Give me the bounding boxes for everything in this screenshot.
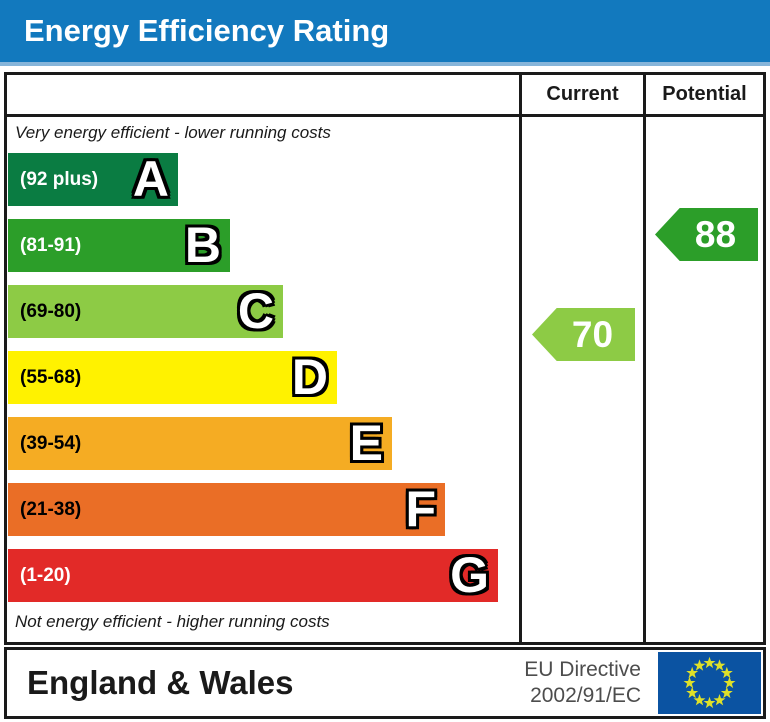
header-divider (7, 114, 763, 117)
current-rating-arrow: 70 (532, 308, 635, 361)
column-divider-current (519, 75, 522, 642)
band-c-letter: C (237, 283, 274, 339)
band-d: (55-68) D (8, 351, 337, 404)
band-e-range-label: (39-54) (20, 433, 82, 454)
page-title: Energy Efficiency Rating (24, 13, 390, 48)
region-label: England & Wales (27, 664, 294, 701)
band-a-letter: A (132, 151, 169, 207)
band-b-letter: B (184, 217, 221, 273)
eu-flag-star (720, 666, 733, 679)
current-column-header: Current (546, 83, 619, 105)
eu-flag-star (703, 696, 716, 709)
bottom-caption: Not energy efficient - higher running co… (15, 612, 330, 631)
top-caption: Very energy efficient - lower running co… (15, 123, 331, 142)
band-a: (92 plus) A (8, 153, 178, 206)
band-b: (81-91) B (8, 219, 230, 272)
eu-flag-star (693, 694, 706, 706)
band-f: (21-38) F (8, 483, 445, 536)
band-e-letter: E (349, 415, 383, 471)
eu-flag-star (693, 659, 706, 671)
eu-directive-line1: EU Directive (524, 658, 641, 681)
column-divider-potential (643, 75, 646, 642)
band-d-letter: D (291, 349, 328, 405)
eu-flag-star (686, 666, 699, 679)
eu-flag-icon (658, 652, 761, 714)
band-g-letter: G (450, 547, 489, 603)
potential-column-header: Potential (662, 83, 747, 105)
eu-directive-line2: 2002/91/EC (530, 684, 641, 707)
potential-rating-arrow: 88 (655, 208, 758, 261)
band-f-range-label: (21-38) (20, 499, 82, 520)
eu-directive-label: EU Directive 2002/91/EC (524, 657, 641, 709)
eu-flag-star (686, 686, 699, 699)
potential-rating-value: 88 (694, 214, 737, 255)
eu-flag-star (713, 694, 726, 706)
eu-flag-star (723, 676, 736, 689)
band-a-range-label: (92 plus) (20, 169, 99, 190)
band-d-range-label: (55-68) (20, 367, 82, 388)
eu-flag-stars (683, 656, 736, 709)
footer: England & Wales EU Directive 2002/91/EC (4, 647, 766, 719)
band-g-range-label: (1-20) (20, 565, 71, 586)
title-bar: Energy Efficiency Rating (0, 0, 770, 66)
band-g: (1-20) G (8, 549, 498, 602)
band-b-range-label: (81-91) (20, 235, 82, 256)
band-e: (39-54) E (8, 417, 392, 470)
eu-flag-star (720, 686, 733, 699)
rating-table: Current Potential Very energy efficient … (4, 72, 766, 645)
eu-flag-star (683, 676, 696, 689)
current-rating-value: 70 (571, 314, 614, 355)
band-c-range-label: (69-80) (20, 301, 82, 322)
eu-flag-star (703, 656, 716, 669)
band-c: (69-80) C (8, 285, 283, 338)
band-f-letter: F (405, 481, 436, 537)
eu-flag-star (713, 659, 726, 671)
